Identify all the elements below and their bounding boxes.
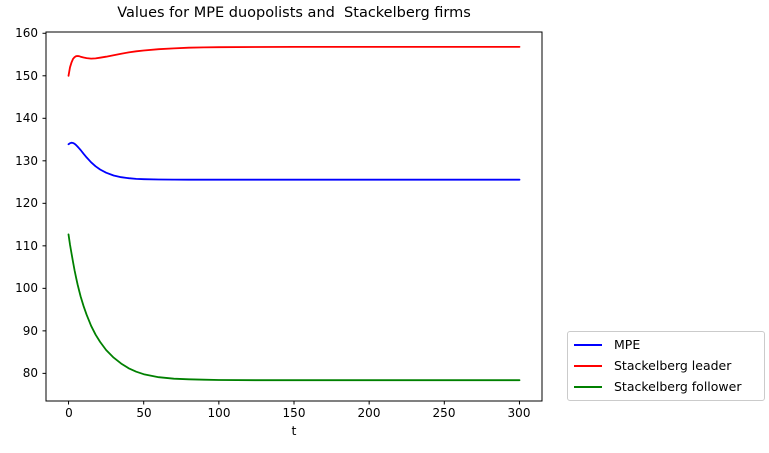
y-tick-label: 160	[15, 26, 38, 40]
legend-item-mpe: MPE	[574, 334, 756, 355]
legend-item-stackelberg-leader: Stackelberg leader	[574, 355, 756, 376]
legend-label-stackelberg-follower: Stackelberg follower	[614, 379, 742, 394]
x-tick-label: 300	[507, 406, 531, 420]
x-tick-label: 250	[432, 406, 456, 420]
chart-title: Values for MPE duopolists and Stackelber…	[117, 5, 471, 21]
axes-frame	[45, 31, 543, 402]
y-tick-label: 90	[22, 324, 38, 338]
legend-line-swatch-stackelberg-leader	[574, 364, 602, 367]
legend: MPE Stackelberg leader Stackelberg follo…	[567, 331, 765, 401]
y-tick-label: 120	[15, 196, 38, 210]
legend-item-stackelberg-follower: Stackelberg follower	[574, 376, 756, 397]
x-tick-label: 150	[282, 406, 306, 420]
x-tick-label: 200	[357, 406, 381, 420]
y-tick-label: 110	[15, 239, 38, 253]
series-line-mpe	[67, 141, 521, 181]
x-axis-label: t	[291, 423, 297, 438]
y-tick-label: 150	[15, 69, 38, 83]
legend-line-swatch-stackelberg-follower	[574, 385, 602, 388]
y-tick-label: 80	[22, 366, 38, 380]
y-tick-label: 100	[15, 281, 38, 295]
legend-line-swatch-mpe	[574, 343, 602, 346]
x-tick-label: 100	[207, 406, 231, 420]
series-line-stackelberg-leader	[67, 46, 521, 77]
y-tick-label: 140	[15, 111, 38, 125]
x-tick-label: 50	[136, 406, 152, 420]
y-tick-label: 130	[15, 154, 38, 168]
x-tick-label: 0	[65, 406, 73, 420]
legend-label-stackelberg-leader: Stackelberg leader	[614, 358, 732, 373]
legend-label-mpe: MPE	[614, 337, 641, 352]
series-line-stackelberg-follower	[67, 233, 521, 382]
